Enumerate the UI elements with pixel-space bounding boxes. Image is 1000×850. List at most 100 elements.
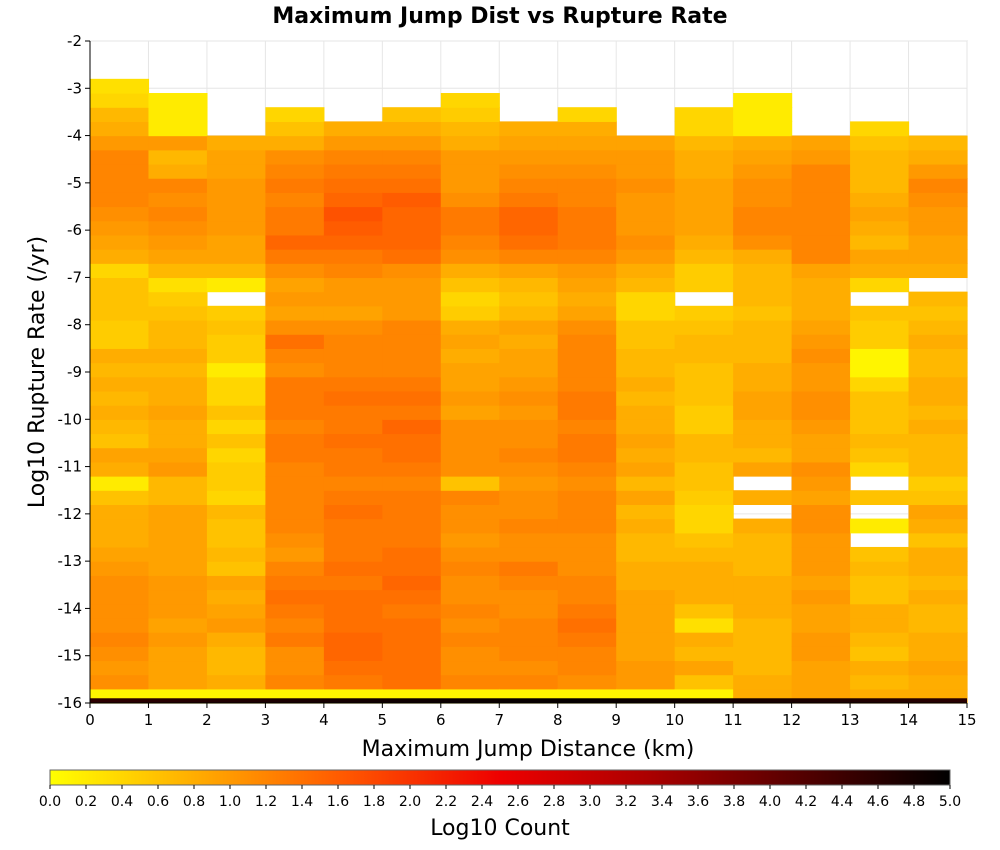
heatmap-cell	[616, 575, 676, 591]
x-tick-label: 11	[724, 711, 743, 729]
heatmap-cell	[791, 419, 851, 435]
heatmap-cell	[323, 277, 383, 293]
heatmap-cell	[557, 334, 617, 349]
heatmap-cell	[733, 632, 793, 647]
heatmap-cell	[90, 575, 150, 591]
heatmap-cell	[440, 135, 500, 151]
heatmap-cell	[908, 234, 968, 250]
heatmap-cell	[616, 135, 676, 151]
heatmap-cell	[674, 390, 734, 406]
x-tick-label: 4	[319, 711, 329, 729]
heatmap-cell	[323, 234, 383, 250]
heatmap-cell	[733, 561, 793, 576]
heatmap-cell	[206, 490, 266, 505]
heatmap-cell	[148, 546, 208, 562]
heatmap-cell	[90, 149, 150, 165]
colorbar-ticks: 0.0 0.2 0.4 0.6 0.8 1.0 1.2 1.4 1.6 1.8 2.0 2.2 2.4 2…	[39, 785, 961, 810]
heatmap-cell	[323, 433, 383, 449]
heatmap-cell	[791, 319, 851, 335]
heatmap-cell	[148, 617, 208, 633]
heatmap-cell	[557, 220, 617, 236]
heatmap-cell	[674, 376, 734, 392]
heatmap-cell-bottom-row	[90, 698, 967, 703]
heatmap-cell	[499, 163, 559, 179]
heatmap-cell	[791, 461, 851, 477]
heatmap-cell	[908, 305, 968, 321]
heatmap-cell	[557, 646, 617, 662]
heatmap-cell	[791, 277, 851, 293]
heatmap-cell	[90, 603, 150, 619]
heatmap-cell	[90, 234, 150, 250]
heatmap-cell	[148, 178, 208, 193]
heatmap-cell	[265, 674, 325, 690]
heatmap-cell	[148, 206, 208, 222]
heatmap-cell	[733, 646, 793, 662]
heatmap-cell	[323, 390, 383, 406]
heatmap-cell	[90, 532, 150, 548]
heatmap-cell	[674, 476, 734, 491]
heatmap-cell	[206, 476, 266, 491]
heatmap-cell	[382, 362, 442, 378]
heatmap-cell	[557, 249, 617, 264]
heatmap-cell	[265, 447, 325, 463]
heatmap-cell	[674, 575, 734, 591]
heatmap-cell	[616, 178, 676, 193]
heatmap-cell	[908, 348, 968, 364]
heatmap-cell	[616, 646, 676, 662]
heatmap-cell	[908, 617, 968, 633]
heatmap-cell	[440, 291, 500, 307]
heatmap-cell	[791, 135, 851, 151]
heatmap-cell	[206, 674, 266, 690]
heatmap-cell	[733, 447, 793, 463]
heatmap-cell	[850, 561, 910, 576]
heatmap-cell	[206, 546, 266, 562]
heatmap-cell	[499, 390, 559, 406]
heatmap-cell	[90, 490, 150, 505]
heatmap-cell	[908, 603, 968, 619]
heatmap-cell	[148, 93, 208, 108]
heatmap-cell	[616, 405, 676, 420]
heatmap-cell	[791, 263, 851, 279]
heatmap-cell	[557, 433, 617, 449]
heatmap-cell	[674, 107, 734, 122]
heatmap-cell	[90, 362, 150, 378]
heatmap-cell	[733, 263, 793, 279]
heatmap-cell	[382, 135, 442, 151]
heatmap-cell	[791, 646, 851, 662]
heatmap-cell	[323, 149, 383, 165]
x-tick-label: 5	[378, 711, 388, 729]
heatmap-cell	[557, 518, 617, 534]
heatmap-cell	[323, 348, 383, 364]
colorbar-tick-label: 5.0	[939, 794, 961, 810]
heatmap-cell	[499, 433, 559, 449]
heatmap-cell	[908, 461, 968, 477]
x-tick-label: 0	[85, 711, 95, 729]
heatmap-cell	[265, 532, 325, 548]
heatmap-cell	[499, 575, 559, 591]
y-tick-label: -13	[58, 552, 83, 570]
heatmap-cell	[206, 249, 266, 264]
heatmap-cell	[382, 206, 442, 222]
heatmap-cell	[616, 433, 676, 449]
x-tick-label: 6	[436, 711, 446, 729]
heatmap-cell	[733, 518, 793, 534]
heatmap-cell	[850, 220, 910, 236]
heatmap-cell	[908, 476, 968, 491]
heatmap-cell	[206, 405, 266, 420]
heatmap-cell	[499, 334, 559, 349]
heatmap-cell	[733, 121, 793, 137]
heatmap-cell	[148, 561, 208, 576]
heatmap-cell	[791, 660, 851, 676]
x-tick-label: 3	[261, 711, 271, 729]
heatmap-cell	[674, 348, 734, 364]
heatmap-cell	[499, 249, 559, 264]
heatmap-cell	[265, 234, 325, 250]
heatmap-cell	[499, 376, 559, 392]
heatmap-cell	[616, 532, 676, 548]
heatmap-cell	[499, 518, 559, 534]
heatmap-cell	[323, 121, 383, 137]
heatmap-cell	[850, 305, 910, 321]
heatmap-cell	[616, 589, 676, 605]
heatmap-cell	[148, 589, 208, 605]
heatmap-cell	[557, 121, 617, 137]
